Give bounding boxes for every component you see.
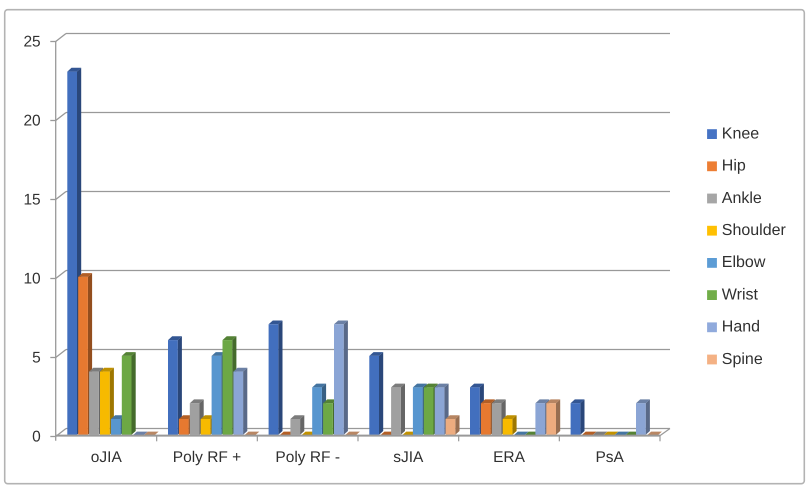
svg-text:Shoulder: Shoulder (722, 222, 787, 239)
svg-text:Poly RF -: Poly RF - (275, 449, 340, 466)
svg-text:Knee: Knee (722, 125, 759, 142)
svg-text:Spine: Spine (722, 351, 763, 368)
svg-text:Hand: Hand (722, 319, 760, 336)
svg-text:Hip: Hip (722, 158, 746, 175)
svg-text:ERA: ERA (493, 449, 526, 466)
svg-text:Wrist: Wrist (722, 286, 759, 303)
svg-text:oJIA: oJIA (91, 449, 123, 466)
svg-text:5: 5 (32, 350, 41, 367)
svg-text:10: 10 (23, 271, 41, 288)
svg-text:Ankle: Ankle (722, 190, 762, 207)
svg-text:Poly RF +: Poly RF + (173, 449, 241, 466)
svg-text:PsA: PsA (595, 449, 624, 466)
svg-text:25: 25 (23, 34, 40, 51)
svg-text:15: 15 (23, 192, 40, 209)
svg-text:Elbow: Elbow (722, 254, 766, 271)
svg-text:0: 0 (32, 429, 41, 446)
svg-text:sJIA: sJIA (393, 449, 424, 466)
svg-text:20: 20 (23, 113, 41, 130)
